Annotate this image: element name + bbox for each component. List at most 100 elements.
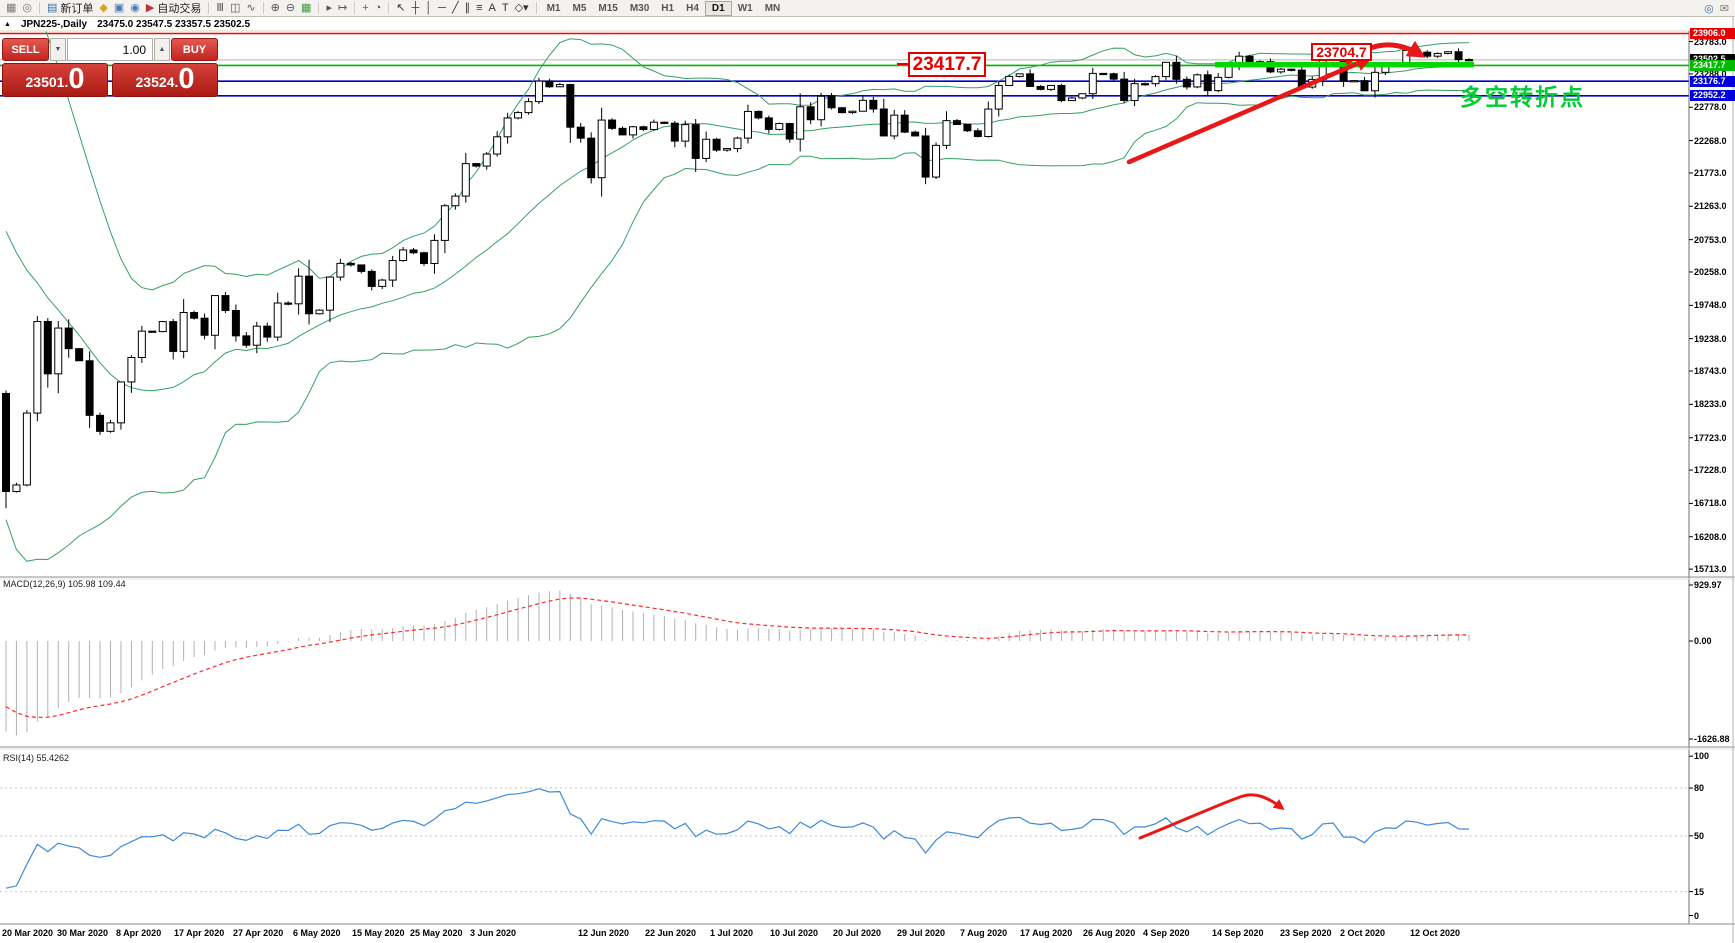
- signals-icon[interactable]: ◉: [127, 1, 143, 16]
- candlestick-chart-icon: ◫: [229, 1, 241, 14]
- chart-shift-icon[interactable]: ↦: [335, 1, 350, 16]
- arrows-icon[interactable]: ◇▾: [512, 1, 532, 16]
- periods-icon[interactable]: ◔: [372, 1, 385, 16]
- indicators-icon[interactable]: +: [359, 1, 371, 16]
- timeframe-h1-button[interactable]: H1: [661, 2, 675, 14]
- date-axis-label: 22 Jun 2020: [645, 928, 697, 938]
- toolbar-separator: [208, 2, 210, 14]
- macd-indicator-label: MACD(12,26,9) 105.98 109.44: [3, 579, 126, 589]
- metaeditor-icon[interactable]: ▣: [111, 1, 127, 16]
- bar-chart-icon[interactable]: Ⅲ: [213, 1, 227, 16]
- buy-price-display[interactable]: 23524 . 0: [112, 63, 218, 97]
- tile-windows-icon: ▦: [301, 1, 312, 14]
- label-icon: T: [501, 1, 509, 14]
- ohlc-values: 23475.0 23547.5 23357.5 23502.5: [97, 19, 251, 30]
- volume-up-button[interactable]: ▲: [154, 38, 170, 61]
- price-tick-label: 18233.0: [1694, 399, 1727, 410]
- timeframe-m5-button[interactable]: M5: [572, 2, 587, 14]
- trendline-icon[interactable]: ╱: [449, 1, 462, 16]
- price-level-badge: 22952.2: [1690, 90, 1735, 102]
- vline-icon[interactable]: │: [422, 1, 435, 16]
- price-level-badge: 23502.5: [1690, 54, 1735, 66]
- chat-icon[interactable]: ✉: [1719, 2, 1729, 15]
- timeframe-mn-button[interactable]: MN: [764, 2, 781, 14]
- timeframe-h4-button[interactable]: H4: [686, 2, 699, 14]
- sell-button[interactable]: SELL: [2, 38, 49, 61]
- collapse-arrow-icon[interactable]: ▲: [4, 21, 11, 28]
- cursor-icon: ↖: [396, 1, 406, 14]
- vline-icon: │: [425, 1, 433, 14]
- channel-icon[interactable]: ∥: [462, 1, 474, 16]
- autotrading-button[interactable]: ▶ 自动交易: [143, 1, 204, 16]
- buy-button[interactable]: BUY: [171, 38, 218, 61]
- volume-down-button[interactable]: ▼: [50, 38, 66, 61]
- toolbar-separator: [318, 2, 320, 14]
- cursor-icon[interactable]: ↖: [393, 1, 408, 16]
- date-axis-label: 20 Mar 2020: [2, 928, 54, 938]
- timeframe-m15-button[interactable]: M15: [598, 2, 618, 14]
- buy-price-dot: .: [174, 74, 179, 90]
- hline-icon[interactable]: ─: [435, 1, 449, 16]
- price-level-badge: 23176.7: [1690, 75, 1735, 87]
- signals-icon: ◉: [130, 1, 140, 14]
- date-axis-label: 30 Mar 2020: [57, 928, 109, 938]
- price-tick-label: 21263.0: [1694, 201, 1727, 212]
- date-axis-label: 20 Jul 2020: [833, 928, 882, 938]
- price-tick-label: 16208.0: [1694, 531, 1727, 542]
- zoom-in-icon[interactable]: ⊕: [268, 1, 283, 16]
- zoom-out-icon[interactable]: ⊖: [283, 1, 298, 16]
- new-chart-icon[interactable]: ▦: [3, 1, 19, 16]
- volume-input[interactable]: [67, 38, 153, 61]
- timeframe-w1-button[interactable]: W1: [737, 2, 753, 14]
- trendline-icon: ╱: [451, 1, 459, 14]
- date-axis-label: 6 May 2020: [293, 928, 341, 938]
- label-icon[interactable]: T: [499, 1, 512, 16]
- buy-price-int: 23524: [135, 74, 175, 90]
- timeframe-m1-button[interactable]: M1: [546, 2, 561, 14]
- hline-icon: ─: [438, 1, 446, 14]
- price-annotation-box-23704[interactable]: 23704.7: [1311, 43, 1372, 61]
- crosshair-icon[interactable]: ┼: [409, 1, 423, 16]
- date-axis-label: 12 Jun 2020: [578, 928, 630, 938]
- date-axis-label: 14 Sep 2020: [1212, 928, 1264, 938]
- search-icon[interactable]: ◎: [1704, 2, 1714, 15]
- new-order-button[interactable]: ▤ 新订单: [44, 1, 96, 16]
- price-tick-label: 19748.0: [1694, 300, 1727, 311]
- indicators-icon: +: [362, 1, 369, 14]
- candlestick-chart-icon[interactable]: ◫: [227, 1, 243, 16]
- text-icon: A: [488, 1, 496, 14]
- style-bucket-icon[interactable]: ◆: [96, 1, 110, 16]
- sell-price-display[interactable]: 23501 . 0: [2, 63, 108, 97]
- price-tick-label: 15713.0: [1694, 564, 1727, 575]
- timeframe-m30-button[interactable]: M30: [629, 2, 650, 14]
- chart-shift-icon: ↦: [337, 1, 348, 14]
- metaeditor-icon: ▣: [113, 1, 125, 14]
- new-order-button-label: 新订单: [60, 3, 94, 15]
- toolbar-separator: [262, 2, 264, 14]
- price-tick-label: 23288.0: [1694, 68, 1727, 79]
- line-chart-icon[interactable]: ∿: [243, 1, 258, 16]
- price-annotation-box-23417[interactable]: 23417.7: [908, 52, 986, 77]
- price-tick-label: 18743.0: [1694, 366, 1727, 377]
- price-tick-label: 16718.0: [1694, 498, 1727, 509]
- toolbar-separator: [39, 2, 41, 14]
- macd-axis-label: 0.00: [1694, 636, 1712, 646]
- crosshair-icon: ┼: [411, 1, 420, 14]
- periods-icon: ◔: [374, 1, 382, 14]
- toolbar-separator: [388, 2, 390, 14]
- fibonacci-icon[interactable]: ≡: [473, 1, 485, 16]
- rsi-axis-label: 100: [1694, 751, 1710, 762]
- date-axis-label: 17 Aug 2020: [1020, 928, 1073, 938]
- buy-price-frac: 0: [178, 63, 195, 95]
- timeframe-d1-button[interactable]: D1: [704, 0, 732, 16]
- auto-scroll-icon[interactable]: ▸: [323, 1, 335, 16]
- rsi-axis-label: 15: [1694, 886, 1705, 897]
- one-click-trading-panel: SELL ▼ ▲ BUY 23501 . 0 23524 . 0: [2, 38, 218, 97]
- tile-windows-icon[interactable]: ▦: [298, 1, 314, 16]
- text-icon[interactable]: A: [486, 1, 499, 16]
- profiles-icon[interactable]: ◎: [19, 1, 35, 16]
- toolbar-separator: [535, 2, 537, 14]
- date-axis-label: 7 Aug 2020: [960, 928, 1008, 938]
